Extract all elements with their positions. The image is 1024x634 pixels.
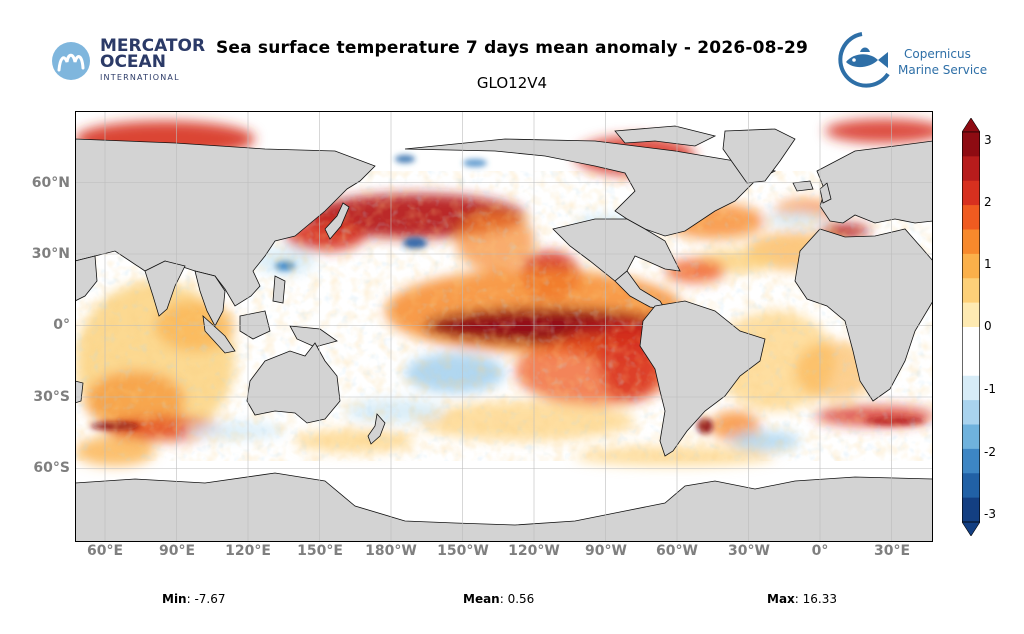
land-north-america-south — [552, 218, 681, 282]
sst-anomaly-map — [75, 111, 933, 542]
colorbar-tick-3: 3 — [984, 133, 992, 147]
lon-label-30e: 30°E — [873, 543, 911, 559]
logo-right-line2: Marine Service — [898, 63, 988, 77]
logo-left-line1: MERCATOR — [100, 36, 206, 56]
mercator-ocean-logo: MERCATOR OCEAN INTERNATIONAL — [50, 38, 205, 84]
lat-label-60s: 60°S — [33, 460, 70, 476]
lon-label-90e: 90°E — [158, 543, 196, 559]
stat-min: Min: -7.67 — [162, 592, 226, 606]
land-india — [144, 260, 186, 317]
land-madagascar — [75, 380, 84, 404]
land-borneo — [239, 310, 271, 340]
colorbar-segment — [962, 400, 980, 425]
land-europe — [816, 140, 933, 224]
colorbar-segment — [962, 278, 980, 304]
lat-label-60n: 60°N — [31, 175, 70, 191]
land-japan — [324, 202, 350, 240]
colorbar-segment — [962, 497, 980, 523]
colorbar-segment — [962, 302, 980, 328]
lat-label-30s: 30°S — [33, 389, 70, 405]
graticule — [75, 111, 933, 542]
stat-min-label: Min — [162, 592, 187, 606]
logo-left-line2: OCEAN — [100, 52, 166, 72]
lon-label-120e: 120°E — [225, 543, 271, 559]
colorbar-tick-2: 2 — [984, 195, 992, 209]
lon-label-30w: 30°W — [728, 543, 770, 559]
colorbar-arrow-high — [962, 118, 980, 133]
lon-label-0: 0° — [811, 543, 829, 559]
lon-label-120w: 120°W — [508, 543, 560, 559]
lat-label-30n: 30°N — [31, 246, 70, 262]
lon-label-150e: 150°E — [297, 543, 343, 559]
colorbar — [962, 118, 980, 536]
lon-label-150w: 150°W — [437, 543, 489, 559]
colorbar-segment — [962, 424, 980, 450]
colorbar-segment — [962, 156, 980, 182]
land-philippines — [272, 275, 286, 304]
colorbar-frame — [962, 131, 980, 523]
land-canada-arctic — [614, 125, 717, 147]
colorbar-segment — [962, 253, 980, 279]
colorbar-arrow-low — [962, 521, 980, 536]
stat-mean: Mean: 0.56 — [463, 592, 534, 606]
colorbar-tick-minus-3: -3 — [984, 507, 996, 521]
land-greenland — [722, 128, 796, 184]
stat-max-value: : 16.33 — [794, 592, 837, 606]
land-arabia — [75, 255, 98, 302]
colorbar-segment — [962, 132, 980, 157]
stat-mean-label: Mean — [463, 592, 500, 606]
page-subtitle: GLO12V4 — [476, 74, 548, 92]
stat-max-label: Max — [767, 592, 795, 606]
mercator-m-icon — [52, 42, 90, 80]
land-new-zealand — [367, 413, 386, 445]
lon-label-60e: 60°E — [86, 543, 124, 559]
copernicus-marine-logo: Copernicus Marine Service — [832, 30, 992, 90]
colorbar-segment — [962, 473, 980, 499]
fish-icon — [838, 32, 890, 88]
colorbar-segment — [962, 375, 980, 401]
stat-mean-value: : 0.56 — [499, 592, 535, 606]
stat-max: Max: 16.33 — [767, 592, 837, 606]
land-south-america — [639, 300, 766, 457]
land-se-asia — [194, 270, 226, 327]
colorbar-tick-1: 1 — [984, 257, 992, 271]
land-antarctica — [75, 472, 933, 542]
land-uk — [819, 182, 832, 204]
logo-left-line3: INTERNATIONAL — [100, 73, 180, 82]
lon-label-60w: 60°W — [656, 543, 698, 559]
colorbar-tick-minus-1: -1 — [984, 382, 996, 396]
colorbar-segment — [962, 351, 980, 377]
land-north-america — [404, 138, 777, 237]
lon-label-180w: 180°W — [365, 543, 417, 559]
stat-min-value: : -7.67 — [186, 592, 226, 606]
colorbar-segment — [962, 180, 980, 206]
lat-label-0: 0° — [53, 317, 70, 333]
land-eurasia-east — [75, 138, 376, 307]
colorbar-tick-minus-2: -2 — [984, 445, 996, 459]
colorbar-segment — [962, 327, 980, 352]
colorbar-tick-0: 0 — [984, 319, 992, 333]
land-australia — [246, 342, 341, 424]
colorbar-segment — [962, 448, 980, 474]
map-frame — [75, 111, 933, 542]
colorbar-segment — [962, 229, 980, 255]
land-africa — [794, 228, 933, 402]
land-iceland — [792, 180, 814, 192]
logo-right-line1: Copernicus — [904, 47, 971, 61]
land-new-guinea — [289, 325, 338, 348]
colorbar-segment — [962, 205, 980, 230]
lon-label-90w: 90°W — [585, 543, 627, 559]
land — [75, 125, 933, 542]
page-title: Sea surface temperature 7 days mean anom… — [215, 38, 809, 58]
